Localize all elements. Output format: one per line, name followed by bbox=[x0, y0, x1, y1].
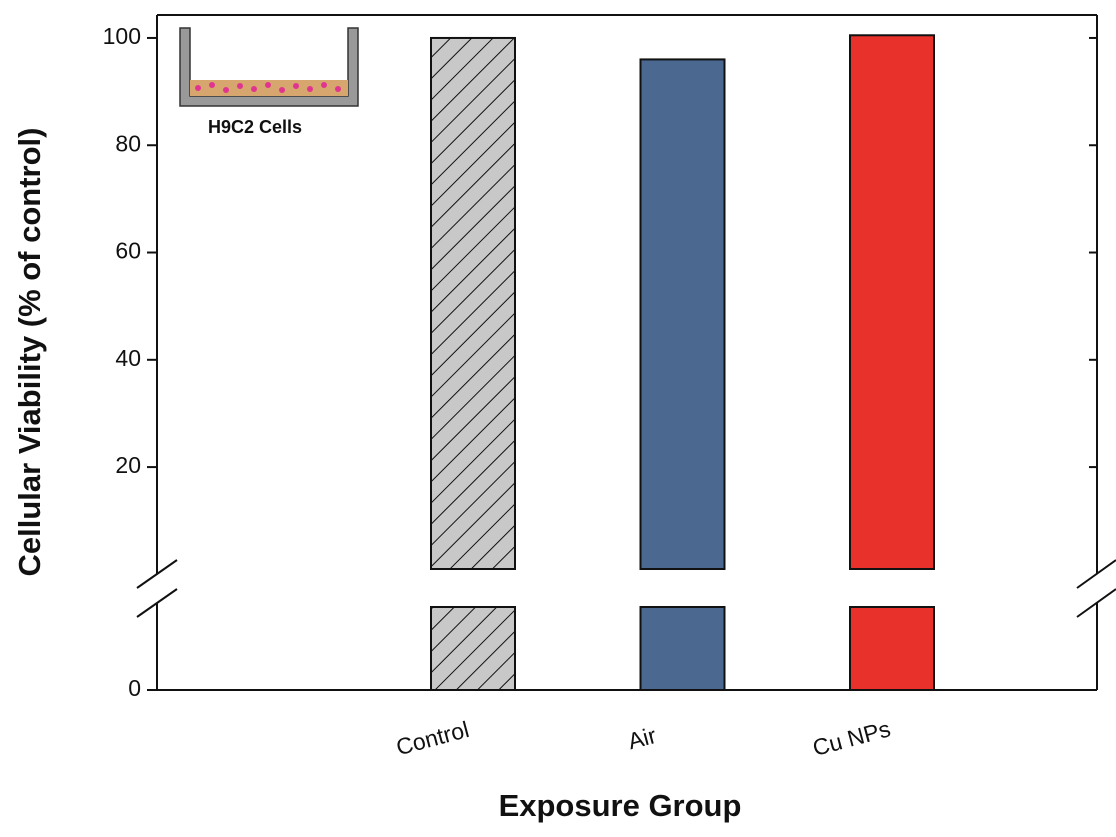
chart: 020406080100ControlAirCu NPs H9C2 Cells … bbox=[0, 0, 1116, 837]
y-axis-title: Cellular Viability (% of control) bbox=[12, 128, 47, 577]
x-axis-title: Exposure Group bbox=[499, 788, 742, 823]
y-tick-label: 40 bbox=[115, 345, 141, 371]
bar-lower bbox=[431, 607, 515, 690]
x-tick-label: Cu NPs bbox=[810, 715, 893, 761]
x-tick-label: Air bbox=[625, 722, 659, 754]
y-tick-label: 80 bbox=[115, 130, 141, 156]
y-tick-label: 20 bbox=[115, 452, 141, 478]
bar-upper bbox=[850, 35, 934, 569]
y-tick-label: 0 bbox=[128, 675, 141, 701]
bar-upper bbox=[641, 59, 725, 569]
bar-upper bbox=[431, 38, 515, 569]
y-tick-label: 100 bbox=[103, 23, 141, 49]
inset-icon bbox=[180, 28, 358, 106]
x-tick-label: Control bbox=[393, 716, 471, 760]
bar-lower bbox=[850, 607, 934, 690]
bar-lower bbox=[641, 607, 725, 690]
y-tick-label: 60 bbox=[115, 238, 141, 264]
inset-label: H9C2 Cells bbox=[208, 117, 302, 137]
